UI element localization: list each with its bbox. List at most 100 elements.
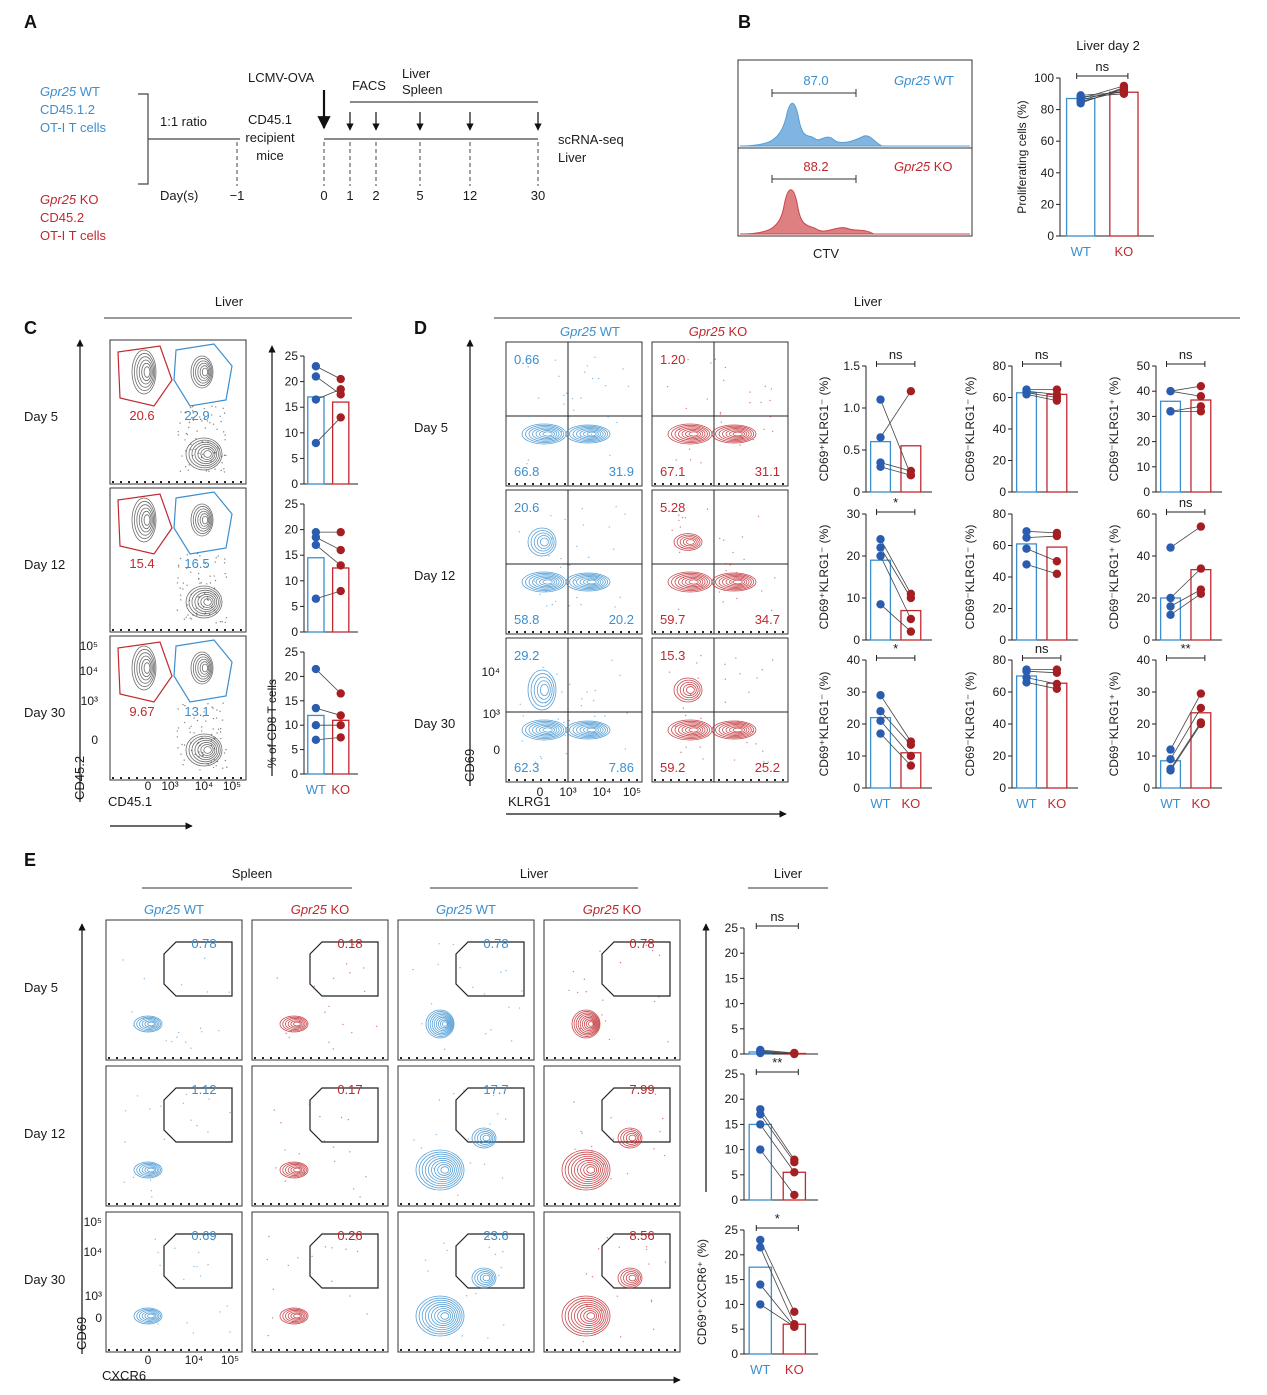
cd45-flow-plots: Day 5 20.6 22.9 Day 12 15.4 16.5 Day 30 9.67 13.… xyxy=(24,339,247,793)
ko-point xyxy=(1196,522,1206,531)
flow-plot-frame xyxy=(543,1065,681,1207)
event-dot xyxy=(662,1117,664,1120)
y-tick-label: 1.5 xyxy=(843,359,860,373)
panel-b-label: B xyxy=(738,12,751,32)
event-dot xyxy=(214,451,217,454)
event-dot xyxy=(771,659,774,661)
cell-population-contour xyxy=(141,1165,158,1175)
ko-bar xyxy=(1190,712,1212,789)
event-dot xyxy=(437,963,439,966)
event-dot xyxy=(755,743,757,745)
ko-point xyxy=(336,689,345,698)
cell-population-contour xyxy=(141,1019,158,1029)
cell-population-contour xyxy=(425,1009,455,1039)
event-dot xyxy=(204,592,206,595)
ko-point xyxy=(1052,569,1062,579)
cell-population-contour xyxy=(579,1015,597,1033)
event-dot xyxy=(492,1094,495,1097)
cell-population-contour xyxy=(433,1015,451,1033)
host-population-contour xyxy=(194,739,218,761)
klrg1-neg-contour xyxy=(525,424,565,444)
klrg1-neg-contour xyxy=(674,574,708,590)
event-dot xyxy=(223,468,225,470)
event-dot xyxy=(188,599,191,601)
event-dot xyxy=(211,606,213,608)
klrg1-pos-contour xyxy=(576,576,604,588)
resident-population-contour xyxy=(477,1131,494,1145)
event-dot xyxy=(490,1029,492,1031)
klrg1-pos-contour xyxy=(729,578,745,586)
y-tick-label: 0 xyxy=(95,1311,102,1325)
host-population-contour xyxy=(197,594,216,610)
event-dot xyxy=(556,673,558,676)
y-tick-label: 10⁵ xyxy=(84,1215,102,1229)
event-dot xyxy=(551,537,554,539)
cd69-pos-contour xyxy=(533,676,553,704)
event-dot xyxy=(229,1331,231,1333)
event-dot xyxy=(539,593,541,595)
event-dot xyxy=(218,447,220,450)
y-tick-label: 0 xyxy=(1143,781,1150,795)
klrg1-neg-contour xyxy=(681,428,704,440)
event-dot xyxy=(573,409,575,411)
pair-line xyxy=(1026,390,1057,395)
event-dot xyxy=(284,1180,287,1182)
event-dot xyxy=(510,1040,513,1042)
event-dot xyxy=(702,758,704,760)
y-tick-label: 0.5 xyxy=(843,443,860,457)
klrg1-neg-contour xyxy=(539,578,555,586)
event-dot xyxy=(522,715,524,717)
event-dot xyxy=(204,612,207,614)
event-dot xyxy=(185,616,187,619)
cd69-cxcr6-gate xyxy=(163,1087,233,1143)
event-dot xyxy=(221,621,223,623)
lower-left-frequency: 59.2 xyxy=(660,760,685,775)
wt-population-contour xyxy=(197,362,211,382)
cell-population-contour xyxy=(573,1011,600,1037)
event-dot xyxy=(345,1248,347,1250)
event-dot xyxy=(608,526,610,528)
event-dot xyxy=(177,564,180,567)
klrg1-pos-contour xyxy=(579,429,602,439)
cd69-pos-contour xyxy=(527,669,557,711)
wt-point xyxy=(756,1120,765,1129)
flow-plot-frame xyxy=(109,487,247,633)
y-tick-label: 10 xyxy=(285,426,299,440)
event-dot xyxy=(213,747,216,750)
facs-liver-label: Liver xyxy=(402,66,431,81)
event-dot xyxy=(337,1287,339,1289)
ko-point xyxy=(1052,668,1062,677)
event-dot xyxy=(205,720,207,722)
donor-bracket xyxy=(138,93,149,185)
liver-chart-header: Liver xyxy=(774,866,803,881)
event-dot xyxy=(124,1141,126,1143)
event-dot xyxy=(443,1242,445,1244)
event-dot xyxy=(764,385,767,388)
pair-line xyxy=(880,710,912,746)
wt-category-label: WT xyxy=(870,796,890,811)
flow-plot-frame xyxy=(251,919,389,1061)
event-dot xyxy=(591,377,594,380)
klrg1-neg-contour xyxy=(681,724,704,736)
cell-population-contour xyxy=(577,1013,598,1035)
event-dot xyxy=(217,555,219,557)
event-dot xyxy=(332,977,335,979)
event-dot xyxy=(751,730,754,733)
event-dot xyxy=(739,444,741,446)
pair-line xyxy=(760,1304,795,1328)
ko-point xyxy=(1196,589,1206,598)
event-dot xyxy=(177,1031,180,1034)
row-label: Day 5 xyxy=(24,409,58,424)
ko-population-contour xyxy=(134,500,156,540)
event-dot xyxy=(767,761,769,763)
resident-population-contour xyxy=(471,1127,497,1149)
ko-bar xyxy=(1046,546,1068,641)
event-dot xyxy=(213,575,215,577)
wt-point xyxy=(1166,766,1175,775)
event-dot xyxy=(465,1295,468,1297)
event-dot xyxy=(204,562,207,565)
y-axis-label: CD69⁺KLRG1⁻ (%) xyxy=(817,525,831,630)
event-dot xyxy=(539,755,542,758)
event-dot xyxy=(719,411,722,414)
row-label: Day 12 xyxy=(24,1126,65,1141)
